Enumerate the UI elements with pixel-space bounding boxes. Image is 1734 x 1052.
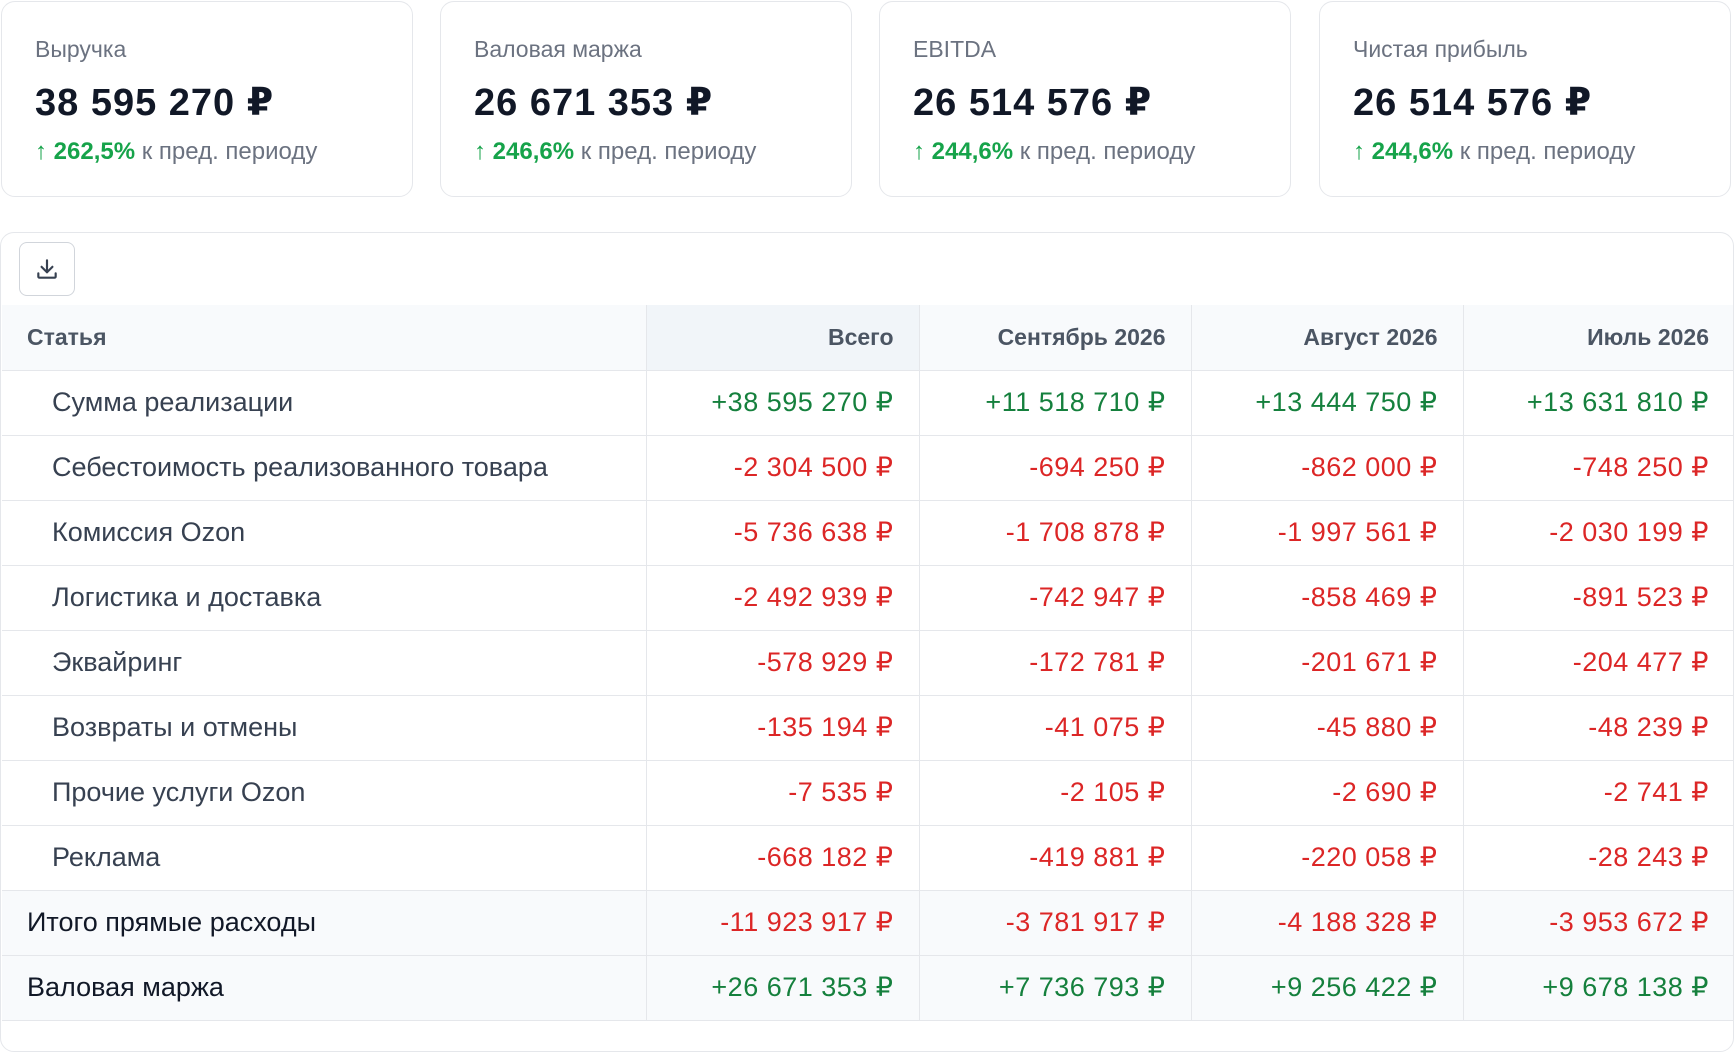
cell-value: +13 631 810 ₽: [1462, 370, 1733, 436]
table-header-row: Статья Всего Сентябрь 2026 Август 2026 И…: [2, 305, 1733, 371]
cell-total: -668 182 ₽: [645, 825, 919, 891]
cell-total: -578 929 ₽: [645, 630, 919, 696]
kpi-delta: ↑ 244,6% к пред. периоду: [1353, 138, 1635, 166]
cell-value: -694 250 ₽: [918, 435, 1191, 501]
cell-total: -135 194 ₽: [645, 695, 919, 761]
cell-value: -748 250 ₽: [1462, 435, 1733, 501]
cell-value: -2 105 ₽: [918, 760, 1191, 826]
download-button[interactable]: [19, 242, 75, 296]
cell-total: -5 736 638 ₽: [645, 500, 919, 566]
cell-value: +7 736 793 ₽: [918, 955, 1191, 1021]
column-header-total[interactable]: Всего: [645, 305, 919, 371]
kpi-value: 26 514 576 ₽: [913, 82, 1153, 124]
arrow-up-icon: ↑: [913, 138, 925, 165]
cell-value: +11 518 710 ₽: [918, 370, 1191, 436]
arrow-up-icon: ↑: [1353, 138, 1365, 165]
table-summary-row: Итого прямые расходы -11 923 917 ₽ -3 781 …: [2, 890, 1733, 956]
table-row: Себестоимость реализованного товара -2 30…: [2, 435, 1733, 501]
row-label: Итого прямые расходы: [2, 890, 646, 956]
table-row: Логистика и доставка -2 492 939 ₽ -742 947…: [2, 565, 1733, 631]
cell-total: -2 304 500 ₽: [645, 435, 919, 501]
cell-value: -1 708 878 ₽: [918, 500, 1191, 566]
kpi-card-net-profit: Чистая прибыль 26 514 576 ₽ ↑ 244,6% к п…: [1319, 1, 1731, 197]
kpi-value: 38 595 270 ₽: [35, 82, 275, 124]
row-label: Возвраты и отмены: [2, 695, 646, 761]
cell-value: -204 477 ₽: [1462, 630, 1733, 696]
kpi-row: Выручка 38 595 270 ₽ ↑ 262,5% к пред. пе…: [0, 0, 1734, 200]
cell-value: -201 671 ₽: [1190, 630, 1463, 696]
cell-value: -419 881 ₽: [918, 825, 1191, 891]
download-icon: [37, 259, 57, 279]
kpi-label: Валовая маржа: [474, 36, 642, 62]
kpi-delta-text: к пред. периоду: [580, 138, 757, 165]
cell-total: -2 492 939 ₽: [645, 565, 919, 631]
kpi-value: 26 514 576 ₽: [1353, 82, 1593, 124]
row-label: Себестоимость реализованного товара: [2, 435, 646, 501]
cell-value: +9 678 138 ₽: [1462, 955, 1733, 1021]
kpi-card-revenue: Выручка 38 595 270 ₽ ↑ 262,5% к пред. пе…: [1, 1, 413, 197]
cell-value: -28 243 ₽: [1462, 825, 1733, 891]
column-header-month[interactable]: Сентябрь 2026: [918, 305, 1191, 371]
kpi-delta: ↑ 244,6% к пред. периоду: [913, 138, 1195, 166]
cell-value: -45 880 ₽: [1190, 695, 1463, 761]
cell-value: -862 000 ₽: [1190, 435, 1463, 501]
table-row: Реклама -668 182 ₽ -419 881 ₽ -220 058 ₽ -28…: [2, 825, 1733, 891]
cell-value: -3 781 917 ₽: [918, 890, 1191, 956]
kpi-delta-percent: 262,5%: [53, 138, 136, 165]
cell-total: +26 671 353 ₽: [645, 955, 919, 1021]
kpi-value: 26 671 353 ₽: [474, 82, 714, 124]
column-header-month[interactable]: Июль 2026: [1462, 305, 1733, 371]
cell-value: -41 075 ₽: [918, 695, 1191, 761]
arrow-up-icon: ↑: [35, 138, 47, 165]
table-row: Сумма реализации +38 595 270 ₽ +11 518 710…: [2, 370, 1733, 436]
table-row: Эквайринг -578 929 ₽ -172 781 ₽ -201 671 ₽ -…: [2, 630, 1733, 696]
cell-value: -2 030 199 ₽: [1462, 500, 1733, 566]
kpi-delta: ↑ 262,5% к пред. периоду: [35, 138, 317, 166]
kpi-delta-percent: 244,6%: [1371, 138, 1454, 165]
kpi-label: Чистая прибыль: [1353, 36, 1528, 62]
column-header-item[interactable]: Статья: [2, 305, 646, 371]
kpi-delta-percent: 244,6%: [931, 138, 1014, 165]
row-label: Комиссия Ozon: [2, 500, 646, 566]
row-label: Валовая маржа: [2, 955, 646, 1021]
cell-value: -172 781 ₽: [918, 630, 1191, 696]
kpi-label: Выручка: [35, 36, 127, 62]
row-label: Реклама: [2, 825, 646, 891]
cell-value: -891 523 ₽: [1462, 565, 1733, 631]
cell-total: -11 923 917 ₽: [645, 890, 919, 956]
pnl-table: Статья Всего Сентябрь 2026 Август 2026 И…: [2, 305, 1733, 1021]
row-label: Эквайринг: [2, 630, 646, 696]
cell-value: -220 058 ₽: [1190, 825, 1463, 891]
cell-value: -1 997 561 ₽: [1190, 500, 1463, 566]
table-row: Возвраты и отмены -135 194 ₽ -41 075 ₽ -45 …: [2, 695, 1733, 761]
row-label: Логистика и доставка: [2, 565, 646, 631]
cell-total: +38 595 270 ₽: [645, 370, 919, 436]
cell-value: -742 947 ₽: [918, 565, 1191, 631]
table-summary-row: Валовая маржа +26 671 353 ₽ +7 736 793 ₽ +9…: [2, 955, 1733, 1021]
cell-value: -4 188 328 ₽: [1190, 890, 1463, 956]
kpi-delta-text: к пред. периоду: [1019, 138, 1196, 165]
kpi-delta: ↑ 246,6% к пред. периоду: [474, 138, 756, 166]
cell-value: +9 256 422 ₽: [1190, 955, 1463, 1021]
report-panel: Статья Всего Сентябрь 2026 Август 2026 И…: [0, 232, 1734, 1052]
cell-value: -48 239 ₽: [1462, 695, 1733, 761]
cell-value: -858 469 ₽: [1190, 565, 1463, 631]
cell-value: +13 444 750 ₽: [1190, 370, 1463, 436]
kpi-card-ebitda: EBITDA 26 514 576 ₽ ↑ 244,6% к пред. пер…: [879, 1, 1291, 197]
row-label: Сумма реализации: [2, 370, 646, 436]
cell-value: -2 690 ₽: [1190, 760, 1463, 826]
table-row: Комиссия Ozon -5 736 638 ₽ -1 708 878 ₽ -1 …: [2, 500, 1733, 566]
kpi-card-gross-margin: Валовая маржа 26 671 353 ₽ ↑ 246,6% к пр…: [440, 1, 852, 197]
column-header-month[interactable]: Август 2026: [1190, 305, 1463, 371]
cell-total: -7 535 ₽: [645, 760, 919, 826]
kpi-delta-text: к пред. периоду: [1459, 138, 1636, 165]
cell-value: -2 741 ₽: [1462, 760, 1733, 826]
kpi-delta-text: к пред. периоду: [141, 138, 318, 165]
table-row: Прочие услуги Ozon -7 535 ₽ -2 105 ₽ -2 690…: [2, 760, 1733, 826]
arrow-up-icon: ↑: [474, 138, 486, 165]
row-label: Прочие услуги Ozon: [2, 760, 646, 826]
cell-value: -3 953 672 ₽: [1462, 890, 1733, 956]
kpi-label: EBITDA: [913, 36, 997, 62]
kpi-delta-percent: 246,6%: [492, 138, 575, 165]
